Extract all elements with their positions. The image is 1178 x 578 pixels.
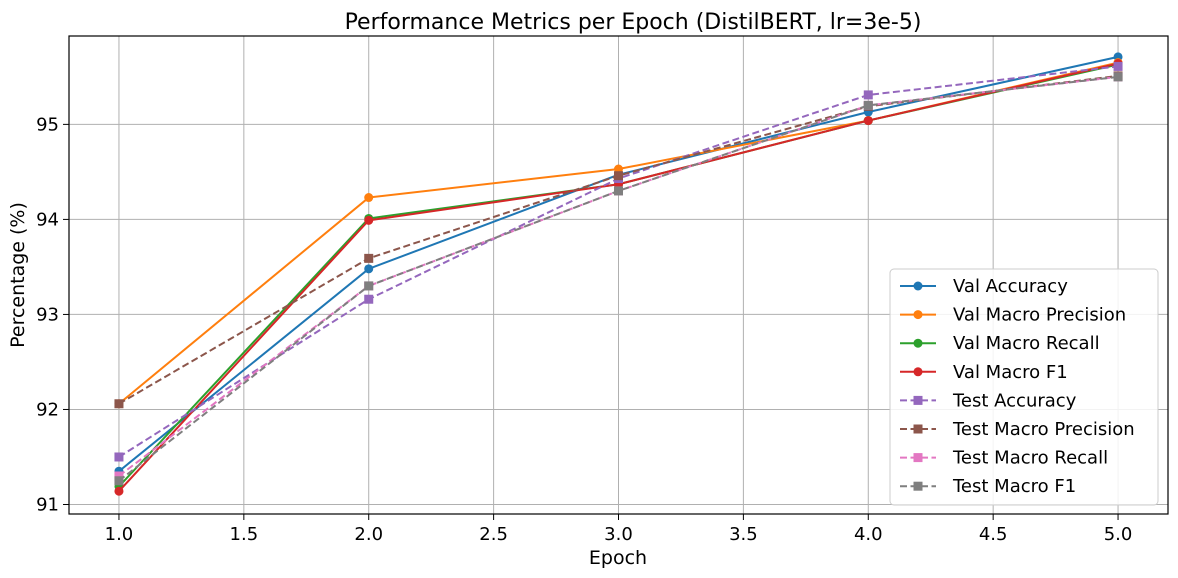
data-point-test-macro-f1 bbox=[364, 281, 374, 291]
legend-label: Test Accuracy bbox=[952, 390, 1077, 411]
data-point-test-macro-f1 bbox=[863, 100, 873, 110]
y-axis-label: Percentage (%) bbox=[7, 202, 29, 348]
data-point-test-macro-f1 bbox=[614, 186, 623, 196]
data-point-test-accuracy bbox=[1113, 61, 1123, 71]
y-tick-label: 93 bbox=[36, 304, 59, 325]
y-tick-label: 94 bbox=[36, 209, 59, 230]
data-point-val-macro-f1 bbox=[364, 215, 374, 225]
legend-item-val-macro-f1: Val Macro F1 bbox=[900, 362, 1068, 383]
data-point-val-macro-f1 bbox=[114, 486, 124, 496]
series-test-macro-f1 bbox=[114, 72, 1123, 486]
data-point-test-accuracy bbox=[364, 294, 374, 304]
data-point-val-accuracy bbox=[364, 264, 374, 274]
x-tick-label: 3.5 bbox=[729, 524, 758, 545]
legend-swatch-marker bbox=[913, 281, 923, 291]
legend-item-val-macro-precision: Val Macro Precision bbox=[900, 305, 1126, 326]
x-axis-label: Epoch bbox=[589, 547, 647, 569]
legend-item-val-accuracy: Val Accuracy bbox=[900, 276, 1068, 297]
x-tick-label: 4.0 bbox=[854, 524, 883, 545]
legend-label: Val Macro F1 bbox=[953, 362, 1068, 383]
data-point-val-macro-f1 bbox=[863, 116, 873, 126]
series-layer bbox=[114, 52, 1123, 496]
legend-label: Val Macro Precision bbox=[953, 305, 1126, 326]
y-tick-label: 91 bbox=[36, 494, 59, 515]
legend-swatch-marker bbox=[913, 310, 923, 320]
legend-swatch-marker bbox=[913, 481, 923, 491]
legend-swatch-marker bbox=[913, 424, 923, 434]
data-point-test-macro-precision bbox=[614, 171, 623, 181]
legend-box bbox=[889, 268, 1159, 506]
legend-item-val-macro-recall: Val Macro Recall bbox=[900, 333, 1100, 354]
legend: Val Accuracy Val Macro Precision Val Macro… bbox=[889, 268, 1159, 506]
data-point-test-macro-precision bbox=[364, 253, 374, 263]
chart-title: Performance Metrics per Epoch (DistilBER… bbox=[345, 10, 922, 35]
data-point-test-macro-precision bbox=[114, 399, 124, 409]
legend-label: Test Macro Precision bbox=[952, 419, 1135, 440]
x-tick-label: 3.0 bbox=[604, 524, 633, 545]
legend-swatch-marker bbox=[913, 338, 923, 348]
data-point-test-macro-f1 bbox=[1113, 72, 1123, 82]
data-point-test-macro-recall bbox=[114, 471, 124, 481]
legend-label: Test Macro F1 bbox=[952, 476, 1076, 497]
legend-item-test-macro-precision: Test Macro Precision bbox=[900, 419, 1135, 440]
legend-label: Val Accuracy bbox=[953, 276, 1068, 297]
y-tick-label: 95 bbox=[36, 114, 59, 135]
data-point-test-macro-f1 bbox=[114, 476, 124, 486]
data-point-val-macro-precision bbox=[364, 193, 374, 203]
y-tick-label: 92 bbox=[36, 399, 59, 420]
x-tick-label: 5.0 bbox=[1104, 524, 1133, 545]
data-point-test-accuracy bbox=[863, 90, 873, 100]
legend-item-test-macro-recall: Test Macro Recall bbox=[900, 448, 1108, 469]
legend-swatch-marker bbox=[913, 395, 923, 405]
tick-layer: 1.0 1.5 2.0 2.5 3.0 3.5 4.0 4.5 5.0 91 92 93 94 95 bbox=[36, 114, 1132, 545]
data-point-test-accuracy bbox=[114, 452, 124, 462]
legend-label: Test Macro Recall bbox=[952, 448, 1108, 469]
legend-label: Val Macro Recall bbox=[953, 333, 1100, 354]
x-tick-label: 1.0 bbox=[105, 524, 134, 545]
legend-swatch-marker bbox=[913, 367, 923, 377]
x-tick-label: 4.5 bbox=[979, 524, 1008, 545]
legend-item-test-accuracy: Test Accuracy bbox=[900, 390, 1077, 411]
x-tick-label: 1.5 bbox=[230, 524, 259, 545]
x-tick-label: 2.0 bbox=[354, 524, 383, 545]
legend-swatch-marker bbox=[913, 453, 923, 463]
legend-item-test-macro-f1: Test Macro F1 bbox=[900, 476, 1076, 497]
x-tick-label: 2.5 bbox=[479, 524, 508, 545]
